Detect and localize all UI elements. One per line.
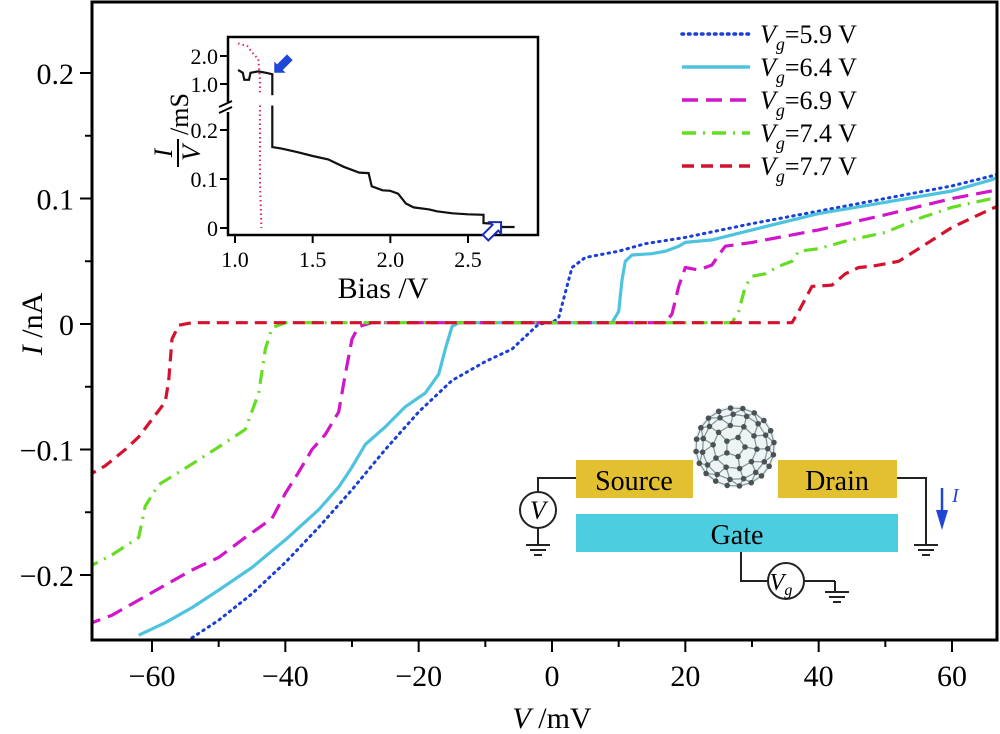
y-tick-label: 0: [59, 309, 74, 342]
inset-ylabel-denominator: V: [177, 142, 206, 161]
filled-arrow-icon: [274, 54, 293, 73]
legend-item: Vg=5.9 V: [680, 20, 857, 54]
inset-x-tick-label: 1.0: [221, 247, 249, 272]
voltmeter-icon: [519, 491, 557, 529]
axis-break-gap: [224, 102, 232, 112]
inset-series-black-trace-lower: [271, 105, 515, 229]
x-tick-label: −60: [129, 660, 176, 693]
main-y-axis-title: I /nA: [16, 292, 49, 356]
axis-break-mark: [218, 100, 233, 108]
inset-series-red-dotted-trace-upper: [237, 42, 261, 96]
current-arrow-icon: [936, 488, 948, 530]
inset-axes: 1.0 1.5 2.0 2.5 0 0.1 0.2 1.0 2.0: [191, 44, 482, 272]
y-tick-label: −0.2: [20, 560, 74, 593]
y-tick-label: 0.2: [37, 58, 75, 91]
legend-item: Vg=7.7 V: [682, 152, 857, 186]
main-x-axis: −60 −40 −20 0 20 40 60: [129, 640, 967, 693]
series-line-6.4: [138, 175, 997, 637]
inset-y-axis-title: I V/mS: [149, 93, 206, 167]
inset-series-red-dotted-trace-lower: [258, 105, 263, 229]
main-series-group: [92, 172, 997, 640]
y-tick-label: −0.1: [20, 435, 74, 468]
gate-label: Gate: [711, 520, 764, 551]
drain-electrode: [778, 460, 897, 498]
main-x-axis-title: V /mV: [512, 702, 591, 734]
x-tick-label: 60: [937, 660, 967, 693]
series-line-7.7: [92, 204, 997, 476]
inset-y-tick-label: 1.0: [191, 72, 219, 97]
inset-ylabel-numerator: I: [149, 147, 178, 158]
inset-y-tick-label: 0.1: [191, 167, 219, 192]
legend-item: Vg=6.4 V: [682, 53, 857, 87]
gate-electrode: [576, 514, 898, 552]
source-electrode: [576, 460, 693, 498]
legend-label: Vg=5.9 V: [760, 20, 857, 54]
source-label: Source: [595, 466, 673, 497]
gate-voltage-source-icon: [767, 562, 805, 600]
inset-x-tick-label: 1.5: [299, 247, 327, 272]
inset-y-tick-label: 0: [207, 216, 218, 241]
main-y-axis: −0.2 −0.1 0 0.1 0.2: [20, 58, 92, 593]
inset-plot: 1.0 1.5 2.0 2.5 0 0.1 0.2 1.0 2.0 Bias /V I V/mS: [149, 35, 540, 305]
inset-y-tick-label: 2.0: [191, 44, 219, 69]
legend-item: Vg=7.4 V: [682, 119, 857, 153]
inset-x-tick-label: 2.5: [454, 247, 482, 272]
circuit-wiring: [526, 477, 938, 603]
c60-molecule-icon: [693, 405, 777, 489]
x-tick-label: −20: [395, 660, 442, 693]
legend-item: Vg=6.9 V: [682, 86, 857, 120]
current-label: I: [951, 485, 960, 507]
series-line-6.9: [92, 188, 997, 625]
inset-ylabel-unit: /mS: [165, 93, 194, 135]
inset-series-group: [237, 42, 515, 229]
device-schematic: Source Drain Gate V Vg: [519, 405, 960, 603]
x-tick-label: 0: [545, 660, 560, 693]
axis-break-mark: [218, 106, 233, 114]
inset-x-tick-label: 2.0: [377, 247, 405, 272]
y-tick-label: 0.1: [37, 184, 75, 217]
series-line-5.9: [190, 172, 997, 640]
drain-label: Drain: [805, 466, 869, 497]
main-plot-frame: [90, 0, 999, 642]
voltmeter-label: V: [530, 496, 549, 525]
legend-label: Vg=6.9 V: [760, 86, 857, 120]
outline-arrow-icon: [481, 221, 503, 242]
x-tick-label: 40: [804, 660, 834, 693]
x-tick-label: 20: [670, 660, 700, 693]
inset-series-black-trace-upper: [237, 69, 274, 96]
legend: Vg=5.9 VVg=6.4 VVg=6.9 VVg=7.4 VVg=7.7 V: [680, 20, 857, 186]
inset-x-axis-title: Bias /V: [338, 272, 429, 305]
legend-label: Vg=7.7 V: [760, 152, 857, 186]
main-plot: −60 −40 −20 0 20 40 60 −0.2 −0.1 0 0.1 0.2 V /mV I…: [16, 0, 999, 734]
inset-arrows: [274, 54, 503, 242]
legend-label: Vg=7.4 V: [760, 119, 857, 153]
inset-y-tick-label: 0.2: [191, 118, 219, 143]
x-tick-label: −40: [262, 660, 309, 693]
gate-voltage-source-label: Vg: [770, 570, 793, 599]
legend-label: Vg=6.4 V: [760, 53, 857, 87]
